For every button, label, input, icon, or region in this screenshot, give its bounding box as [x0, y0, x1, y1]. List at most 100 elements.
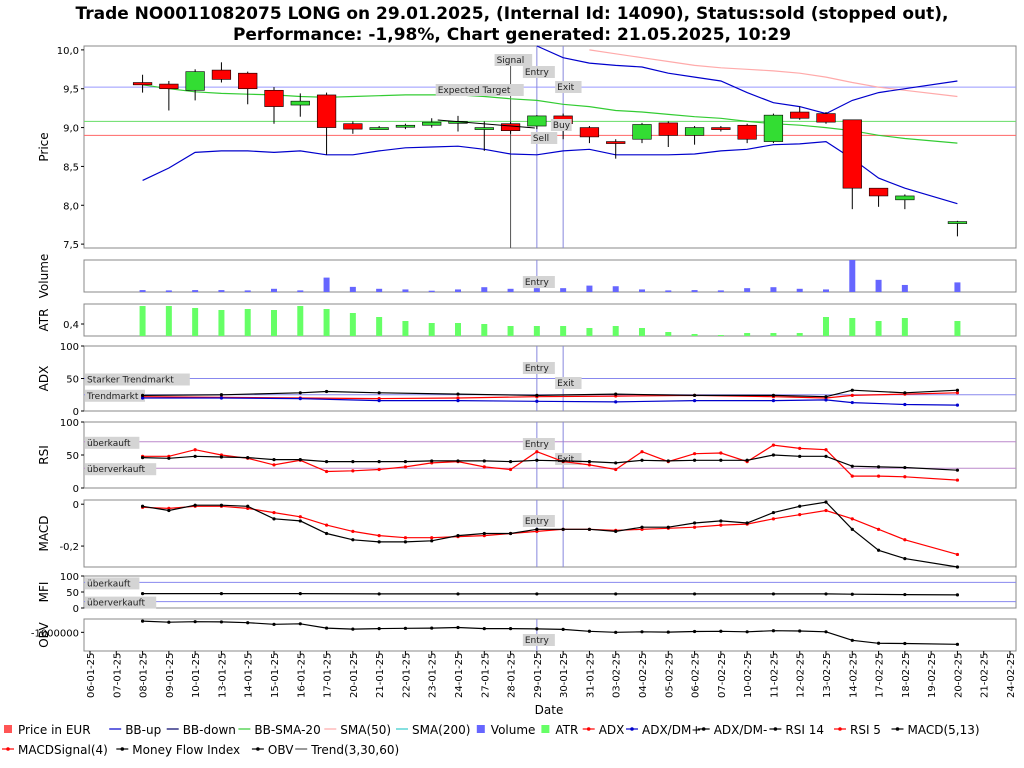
macd-point: [456, 533, 460, 538]
exit-annotation: Exit: [557, 83, 575, 93]
macd-point: [640, 525, 644, 529]
rsi5-point: [850, 474, 854, 478]
rsi14-point: [351, 460, 355, 464]
rsi5-point: [403, 465, 408, 469]
obv-point: [587, 629, 592, 633]
rsi-axis-label: RSI: [37, 445, 51, 465]
mfi-level-label-bg: [85, 596, 157, 609]
date-tick-label: 17-02-25: [875, 653, 886, 698]
rsi5-point: [640, 450, 644, 454]
obv-point: [903, 641, 907, 646]
legend-swatch: [4, 725, 12, 733]
candle-body: [422, 121, 442, 126]
obv-point: [403, 626, 408, 630]
buy-annotation-bg: [550, 119, 572, 131]
legend-item-label: RSI 5: [850, 723, 881, 737]
volume-bar: [218, 290, 225, 292]
volume-bar: [244, 290, 251, 292]
adx-panel: ADX 0 50 100 Starker Trendmarkt Trendmarkt Ent…: [37, 342, 1017, 418]
obv-point: [850, 638, 854, 642]
atr-bar: [823, 317, 829, 336]
date-tick-label: 15-01-25: [270, 653, 281, 698]
rsi14-point: [167, 456, 171, 460]
legend-item-label: Price in EUR: [18, 723, 91, 737]
dm-minus-point: [955, 388, 960, 392]
volume-bar: [770, 287, 777, 292]
dm-minus-point: [850, 388, 854, 392]
atr-bar: [244, 309, 251, 336]
macd-point: [903, 557, 907, 561]
rsi14-point: [272, 458, 276, 462]
date-tick-label: 30-01-25: [559, 653, 570, 698]
dm-minus-point: [535, 393, 539, 397]
candle-body: [711, 127, 731, 130]
atr-frame: [83, 303, 1017, 337]
price-tick-label: 7,5: [63, 240, 79, 251]
rsi14-point: [745, 458, 749, 462]
volume-bar: [349, 286, 356, 292]
date-tick-label: 16-01-25: [296, 653, 307, 698]
mfi-point: [456, 592, 460, 596]
candle-body: [185, 71, 205, 91]
legend-swatch: [541, 725, 550, 733]
date-tick-label: 31-01-25: [585, 653, 596, 698]
date-tick-label: 06-01-25: [86, 653, 97, 698]
obv-point: [824, 630, 828, 634]
atr-bar: [560, 326, 567, 336]
atr-axis-label: ATR: [37, 309, 51, 332]
price-tick-label: 9,0: [63, 124, 79, 135]
rsi5-point: [482, 465, 486, 469]
macd-point: [745, 521, 749, 525]
candle-body: [238, 72, 258, 90]
date-tick-label: 18-02-25: [901, 653, 912, 698]
volume-bar: [954, 282, 961, 292]
atr-tick-label: 0,4: [63, 320, 79, 331]
rsi5-point: [771, 443, 776, 447]
legend: Price in EUR BB-up BB-down BB-SMA-20 SMA(50)…: [2, 723, 980, 757]
macd-signal-point: [824, 508, 828, 513]
obv-point: [561, 627, 565, 632]
macd-point: [193, 503, 197, 507]
macd-axis-label: MACD: [37, 516, 51, 552]
volume-bar: [192, 290, 199, 292]
target-annotation: Expected Target: [438, 86, 511, 96]
mfi-point: [377, 592, 381, 596]
legend-marker: [120, 747, 125, 751]
price-axis-label: Price: [37, 132, 51, 161]
volume-bar: [691, 290, 698, 292]
rsi14-point: [456, 459, 460, 463]
rsi5-point: [955, 478, 960, 482]
adx-level-label: Starker Trendmarkt: [87, 376, 174, 386]
macd-signal-point: [876, 527, 881, 531]
candle-body: [132, 82, 153, 86]
rsi5-point: [614, 467, 618, 472]
legend-marker: [701, 727, 706, 731]
volume-bar: [796, 288, 803, 292]
date-tick-label: 13-02-25: [822, 653, 833, 698]
obv-point: [798, 629, 802, 633]
date-axis: 06-01-25 07-01-25 08-01-25 09-01-25 10-01-25…: [86, 651, 1017, 698]
sell-annotation-bg: [530, 132, 558, 144]
volume-bar: [271, 288, 277, 292]
legend-swatch: [476, 725, 485, 733]
macd-point: [535, 527, 539, 531]
candle-body: [658, 122, 678, 136]
x-axis-label: Date: [535, 703, 564, 717]
macd-point: [876, 548, 881, 552]
atr-bar: [770, 333, 777, 336]
macd-signal-point: [903, 538, 907, 542]
rsi-entry-annotation-bg: [522, 438, 555, 450]
rsi5-point: [193, 448, 197, 452]
legend-marker: [6, 747, 10, 751]
candle-body: [868, 187, 889, 197]
mfi-point: [614, 592, 618, 596]
date-tick-label: 04-02-25: [638, 653, 649, 698]
atr-bar: [901, 318, 908, 336]
date-tick-label: 17-01-25: [323, 653, 334, 698]
volume-bar: [507, 288, 514, 292]
legend-item-label: ADX/DM-: [714, 723, 768, 737]
obv-axis-label: OBV: [37, 621, 51, 647]
macd-signal-point: [377, 533, 381, 538]
atr-bar: [297, 306, 304, 336]
entry-annotation: Entry: [525, 68, 550, 78]
